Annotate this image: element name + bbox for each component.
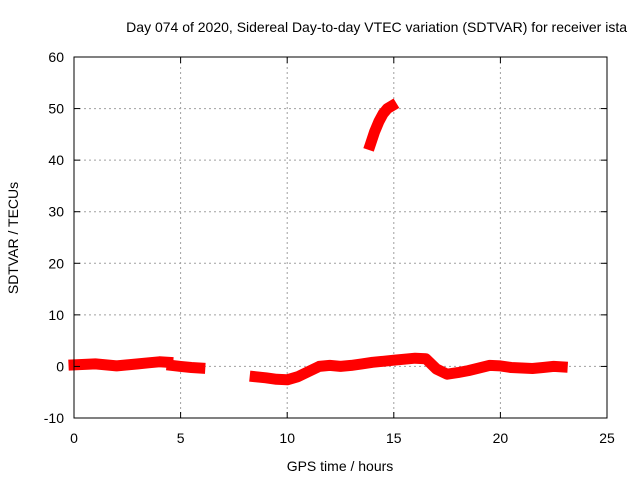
series-segment [68,356,174,372]
x-tick-labels: 0 5 10 15 20 25 [70,430,615,446]
data-point [325,360,335,370]
data-point [90,359,100,369]
data-point [304,367,313,377]
data-point [112,361,122,371]
data-point [314,361,324,371]
x-tick-label: 10 [279,430,295,446]
data-point [389,355,399,365]
data-point [336,361,345,371]
data-point [453,368,463,378]
data-point [282,375,292,385]
data-point [186,363,196,372]
data-point [410,353,420,363]
x-tick-label: 0 [70,430,78,446]
data-series [68,98,569,386]
data-point [144,358,154,368]
data-point [154,357,164,367]
data-point [527,364,537,373]
data-point [374,117,384,126]
data-point [442,369,452,379]
y-tick-labels: -10 0 10 20 30 40 50 60 [44,49,64,426]
data-point [549,361,559,371]
data-point [357,359,367,369]
data-point [346,360,356,370]
data-point [495,361,505,371]
axis-ticks [73,56,608,419]
x-axis-label: GPS time / hours [287,458,394,474]
data-point [538,363,548,372]
y-tick-label: 0 [56,358,64,374]
data-point [485,360,495,370]
x-tick-label: 25 [599,430,615,446]
data-point [370,127,380,137]
y-axis-label: SDTVAR / TECUs [5,182,21,294]
data-point [474,363,484,373]
data-point [122,360,132,370]
data-point [557,362,567,372]
data-point [133,359,143,369]
x-tick-label: 5 [177,430,185,446]
y-tick-label: 30 [48,204,64,220]
data-point [101,360,111,370]
x-tick-label: 20 [493,430,509,446]
data-point [167,360,177,370]
data-point [365,140,375,150]
data-point [250,372,260,382]
data-point [421,354,431,364]
data-point [378,356,388,366]
data-point [272,374,281,384]
data-point [387,101,397,111]
y-tick-label: 40 [48,152,64,168]
data-point [517,363,527,373]
data-point [431,364,441,374]
data-point [195,363,205,373]
y-tick-label: 60 [48,49,64,65]
data-point [293,372,303,382]
data-point [261,373,271,383]
chart-title: Day 074 of 2020, Sidereal Day-to-day VTE… [126,19,627,35]
y-tick-label: 10 [48,307,64,323]
data-point [368,357,377,367]
data-point [463,366,473,376]
y-tick-label: 50 [48,101,64,117]
y-tick-label: 20 [48,255,64,271]
data-point [80,359,90,369]
y-tick-label: -10 [44,410,64,426]
x-tick-label: 15 [386,430,402,446]
data-point [506,363,516,372]
data-point [400,354,409,364]
plot-frame [73,56,608,419]
data-point [176,361,186,371]
